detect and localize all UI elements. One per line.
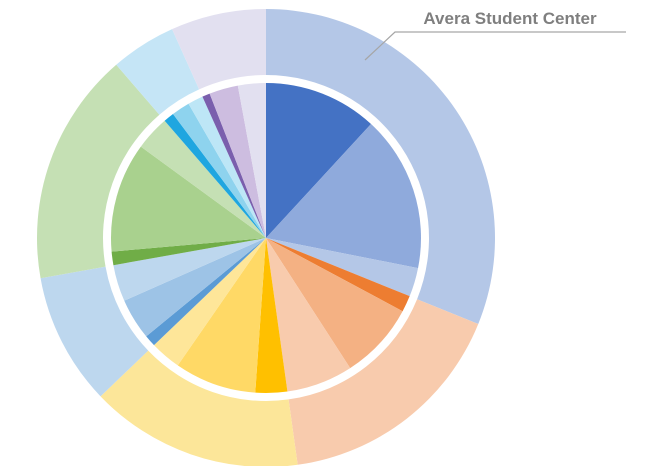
inner-slice <box>266 238 419 297</box>
inner-slice <box>177 238 266 393</box>
inner-slice <box>266 123 421 269</box>
inner-slice <box>202 93 266 239</box>
inner-slice <box>154 238 266 366</box>
inner-slice <box>164 113 266 238</box>
inner-slice <box>209 85 266 239</box>
inner-slice <box>266 83 372 238</box>
inner-slice <box>266 238 410 312</box>
rings <box>37 8 495 466</box>
outer-segment <box>37 64 160 279</box>
inner-slice <box>266 238 403 369</box>
outer-segment <box>266 9 495 324</box>
inner-slice <box>188 96 266 238</box>
inner-slice <box>140 120 266 238</box>
inner-slice <box>124 238 266 337</box>
leader-line <box>364 31 626 61</box>
outer-segment <box>288 299 479 465</box>
inner-slice <box>173 103 266 239</box>
outer-segment <box>40 266 149 397</box>
inner-slice <box>113 238 266 301</box>
outer-segment <box>172 8 266 90</box>
inner-slice <box>146 238 266 346</box>
inner-slice <box>237 83 266 238</box>
annotation: Avera Student Center <box>423 9 597 28</box>
inner-slice <box>111 238 266 266</box>
inner-slice <box>266 238 351 392</box>
outer-segment <box>100 350 298 466</box>
outer-segment <box>116 29 200 115</box>
inner-slice <box>255 238 288 393</box>
inner-slice <box>110 146 266 252</box>
